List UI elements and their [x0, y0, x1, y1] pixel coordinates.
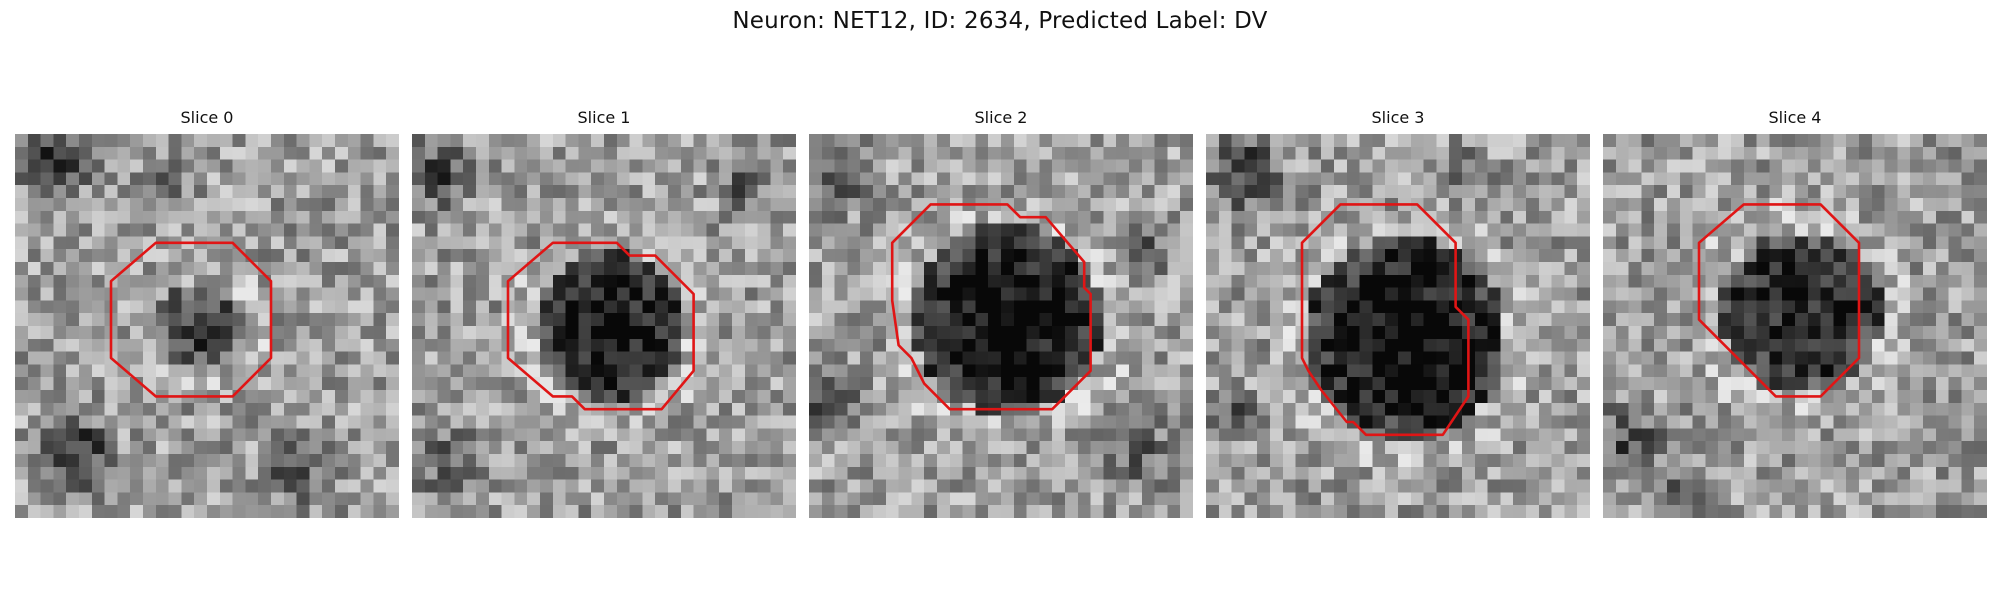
slice-image-3 [1206, 134, 1590, 518]
figure-title: Neuron: NET12, ID: 2634, Predicted Label… [732, 8, 1268, 34]
slice-title-4: Slice 4 [1768, 108, 1822, 127]
neuron-outline [109, 241, 273, 398]
slice-image-4 [1603, 134, 1987, 518]
slice-title-1: Slice 1 [577, 108, 631, 127]
slice-title-0: Slice 0 [180, 108, 234, 127]
slice-title-2: Slice 2 [974, 108, 1028, 127]
slice-image-0 [15, 134, 399, 518]
neuron-outline [1300, 203, 1470, 437]
slice-image-2 [809, 134, 1193, 518]
slice-title-3: Slice 3 [1371, 108, 1425, 127]
slice-image-1 [412, 134, 796, 518]
neuron-outline [506, 241, 695, 411]
neuron-outline [890, 203, 1092, 411]
neuron-outline [1697, 203, 1861, 398]
